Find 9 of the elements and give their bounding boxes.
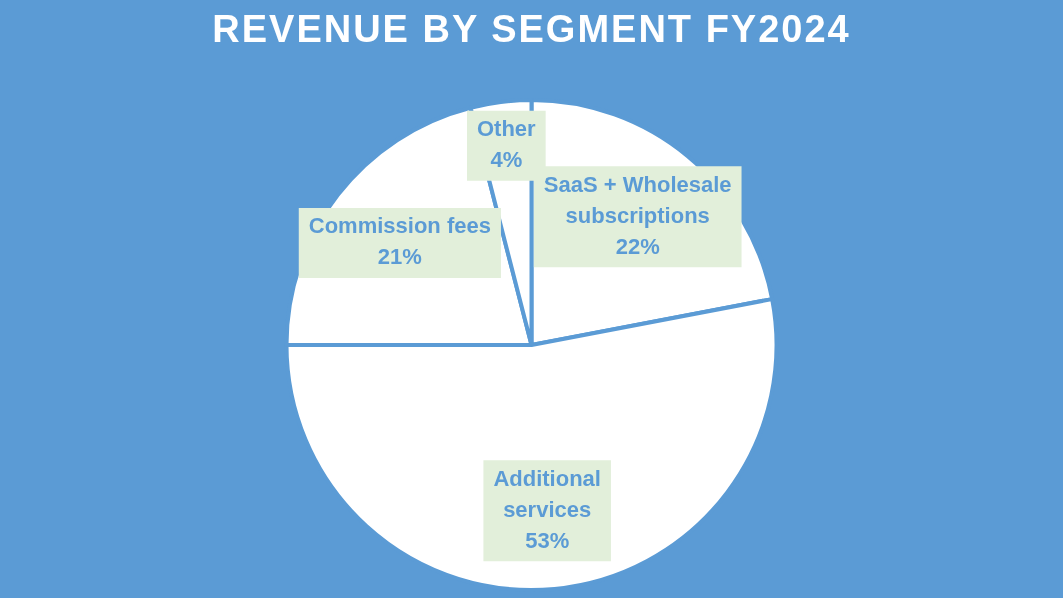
data-label: 21%	[377, 244, 422, 270]
slice-label: Commission fees	[308, 213, 491, 239]
data-label: 22%	[615, 233, 660, 259]
slice-label: Additional services	[493, 465, 601, 522]
data-label: 53%	[525, 527, 570, 553]
data-label: 4%	[490, 147, 523, 173]
slice-label: Other	[476, 116, 537, 142]
slice-label: SaaS + Wholesale subscriptions	[543, 171, 732, 228]
chart-title: REVENUE BY SEGMENT FY2024	[211, 8, 852, 51]
